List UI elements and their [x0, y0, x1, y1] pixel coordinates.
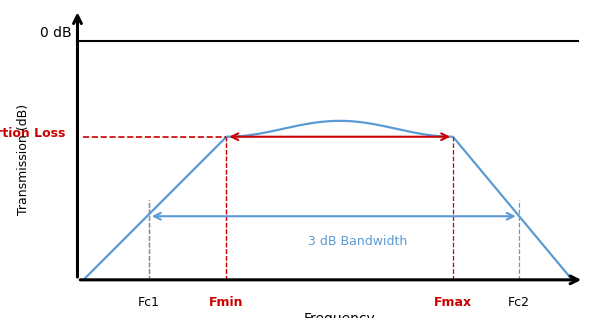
Text: 3 dB Bandwidth: 3 dB Bandwidth	[308, 235, 407, 248]
Text: Fmin: Fmin	[209, 296, 244, 309]
Text: Fc1: Fc1	[138, 296, 160, 309]
Text: Transmission (dB): Transmission (dB)	[17, 103, 30, 215]
Text: Insertion Loss: Insertion Loss	[0, 127, 66, 140]
Text: Fc2: Fc2	[508, 296, 529, 309]
Text: Fmax: Fmax	[434, 296, 472, 309]
Text: Frequency: Frequency	[304, 312, 375, 318]
Text: 0 dB: 0 dB	[40, 26, 72, 40]
